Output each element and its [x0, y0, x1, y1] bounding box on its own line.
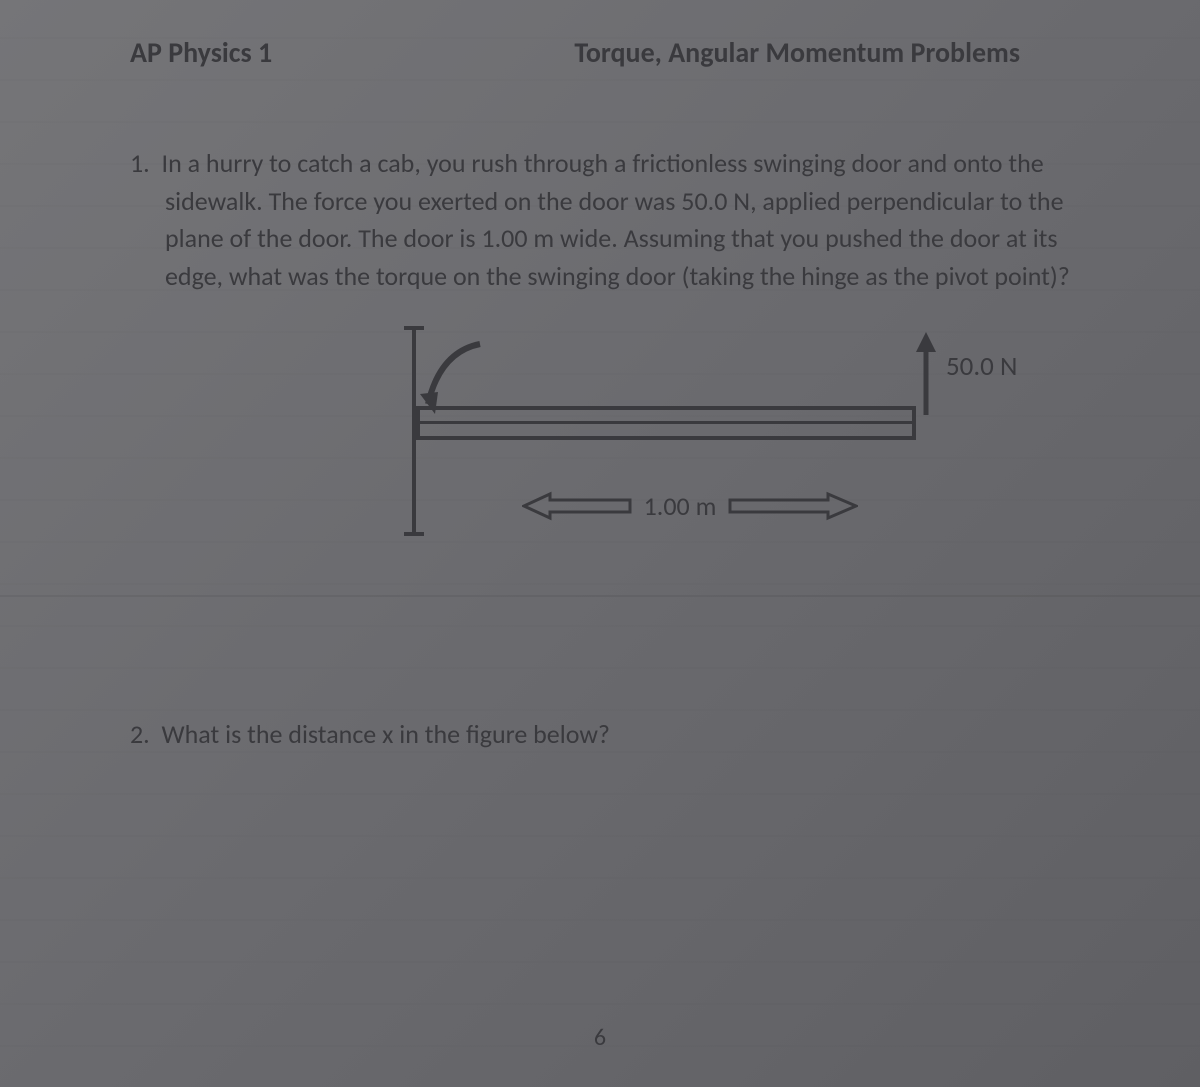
problem-2-text: 2. What is the distance x in the figure … [130, 716, 1100, 754]
force-label: 50.0 N [946, 350, 1017, 383]
worksheet-page: AP Physics 1 Torque, Angular Momentum Pr… [0, 0, 1200, 1087]
problem-1: 1. In a hurry to catch a cab, you rush t… [130, 145, 1100, 586]
door-inner-line [416, 421, 916, 424]
force-arrow-icon [908, 330, 948, 420]
paper-crease [0, 595, 1200, 597]
door-diagram: 50.0 N 1.00 m [390, 326, 1090, 586]
left-arrow-icon [522, 488, 632, 524]
right-arrow-icon [728, 488, 858, 524]
problem-2-number: 2. [130, 718, 150, 750]
hinge-bottom-cap [404, 532, 424, 536]
problem-2-body: What is the distance x in the figure bel… [162, 718, 610, 750]
course-label: AP Physics 1 [130, 35, 272, 70]
header: AP Physics 1 Torque, Angular Momentum Pr… [130, 35, 1100, 70]
problem-1-text: 1. In a hurry to catch a cab, you rush t… [130, 145, 1100, 296]
problem-1-number: 1. [130, 147, 150, 179]
width-label: 1.00 m [644, 490, 717, 522]
problem-2: 2. What is the distance x in the figure … [130, 716, 1100, 754]
width-dimension: 1.00 m [490, 481, 890, 531]
problem-1-body: In a hurry to catch a cab, you rush thro… [162, 147, 1070, 292]
topic-label: Torque, Angular Momentum Problems [574, 35, 1020, 70]
page-number: 6 [594, 1023, 606, 1052]
